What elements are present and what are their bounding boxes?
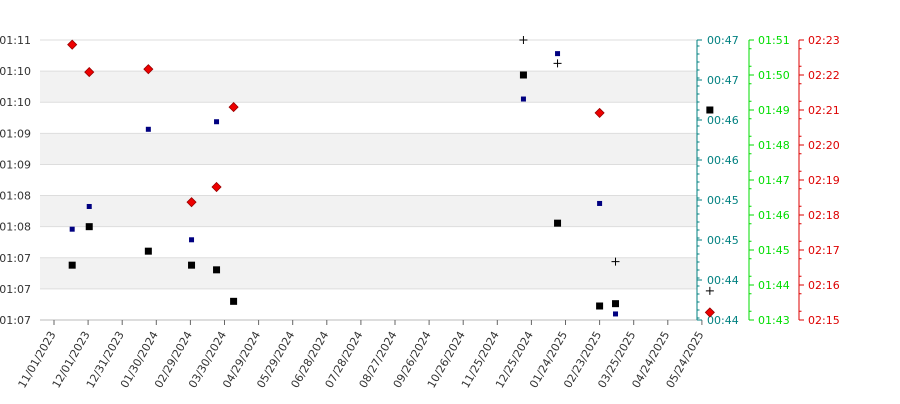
plot-band [40, 40, 697, 72]
right2-tick-label: 01:50 [758, 69, 790, 82]
right2-tick-label: 01:49 [758, 104, 790, 117]
point-small-square [597, 200, 603, 206]
right3-tick-label: 02:16 [808, 279, 840, 292]
right2-tick-label: 01:48 [758, 139, 790, 152]
right1-tick-label: 00:44 [707, 314, 739, 327]
left-tick-label: 01:07 [0, 314, 31, 327]
point-plus [519, 36, 528, 44]
left-tick-label: 01:08 [0, 190, 31, 203]
right2-tick-label: 01:51 [758, 34, 790, 47]
plot-band [40, 133, 697, 165]
point-small-square [555, 51, 561, 57]
left-tick-label: 01:09 [0, 158, 31, 171]
point-diamond [84, 67, 95, 78]
left-tick-label: 01:07 [0, 252, 31, 265]
right-axis-1: 00:47 00:47 00:46 00:46 00:45 00:45 00:44 00:44 [696, 34, 739, 327]
left-tick-label: 01:08 [0, 221, 31, 234]
point-diamond [211, 181, 222, 193]
left-axis: 01:11 01:10 01:10 01:09 01:09 01:08 01:08 01:07… [0, 34, 31, 327]
right3-tick-label: 02:20 [808, 139, 840, 152]
plot-band [40, 257, 697, 289]
right2-tick-label: 01:46 [758, 209, 790, 222]
point-square [213, 266, 221, 274]
right3-tick-label: 02:17 [808, 244, 840, 257]
right-axis-2: 01:51 01:50 01:49 01:48 01:47 01:46 01:45 01:44… [748, 34, 790, 327]
point-small-square [86, 203, 92, 209]
point-diamond [594, 107, 605, 118]
point-diamond [143, 64, 154, 75]
right3-tick-label: 02:22 [808, 69, 840, 82]
point-square [144, 247, 152, 255]
point-square [706, 106, 714, 114]
right1-tick-label: 00:44 [707, 274, 739, 287]
left-tick-label: 01:09 [0, 127, 31, 140]
point-square [554, 219, 562, 227]
point-square [596, 302, 604, 310]
left-tick-label: 01:10 [0, 65, 31, 78]
plot-band [40, 195, 697, 227]
point-diamond [704, 307, 715, 318]
point-square [519, 71, 527, 79]
right2-tick-label: 01:43 [758, 314, 790, 327]
plot-bands [40, 39, 697, 321]
left-tick-label: 01:10 [0, 96, 31, 109]
point-plus [705, 286, 714, 295]
point-diamond [186, 197, 197, 208]
point-small-square [145, 126, 151, 132]
right3-tick-label: 02:23 [808, 34, 840, 47]
plot-band [40, 102, 697, 134]
point-square [230, 297, 238, 305]
point-small-square [189, 237, 195, 243]
right1-tick-label: 00:45 [707, 194, 739, 207]
point-small-square [214, 119, 220, 125]
plot-band [40, 226, 697, 258]
left-tick-label: 01:07 [0, 283, 31, 296]
right3-tick-label: 02:21 [808, 104, 840, 117]
right1-tick-label: 00:46 [707, 114, 739, 127]
x-axis: 11/01/202312/01/202312/31/202301/30/2024… [16, 320, 706, 390]
plot-band [40, 71, 697, 103]
right1-tick-label: 00:47 [707, 74, 739, 87]
point-square [612, 300, 620, 308]
point-square [188, 261, 196, 269]
right2-tick-label: 01:47 [758, 174, 790, 187]
right1-tick-label: 00:45 [707, 234, 739, 247]
plot-band [40, 164, 697, 196]
point-plus [553, 59, 562, 68]
right1-tick-label: 00:46 [707, 154, 739, 167]
right3-tick-label: 02:18 [808, 209, 840, 222]
point-small-square [69, 226, 75, 232]
right2-tick-label: 01:44 [758, 279, 790, 292]
right1-tick-label: 00:47 [707, 34, 739, 47]
data-points [67, 36, 715, 318]
point-small-square [613, 311, 619, 317]
point-square [85, 223, 93, 231]
right-axis-3: 02:23 02:22 02:21 02:20 02:19 02:18 02:17 02:16… [798, 34, 840, 327]
point-small-square [520, 96, 526, 102]
right2-tick-label: 01:45 [758, 244, 790, 257]
right3-tick-label: 02:15 [808, 314, 840, 327]
point-diamond [228, 102, 239, 113]
right3-tick-label: 02:19 [808, 174, 840, 187]
plot-band [40, 288, 697, 320]
point-plus [611, 257, 620, 266]
point-square [68, 261, 76, 269]
left-tick-label: 01:11 [0, 34, 31, 47]
point-diamond [67, 39, 78, 50]
